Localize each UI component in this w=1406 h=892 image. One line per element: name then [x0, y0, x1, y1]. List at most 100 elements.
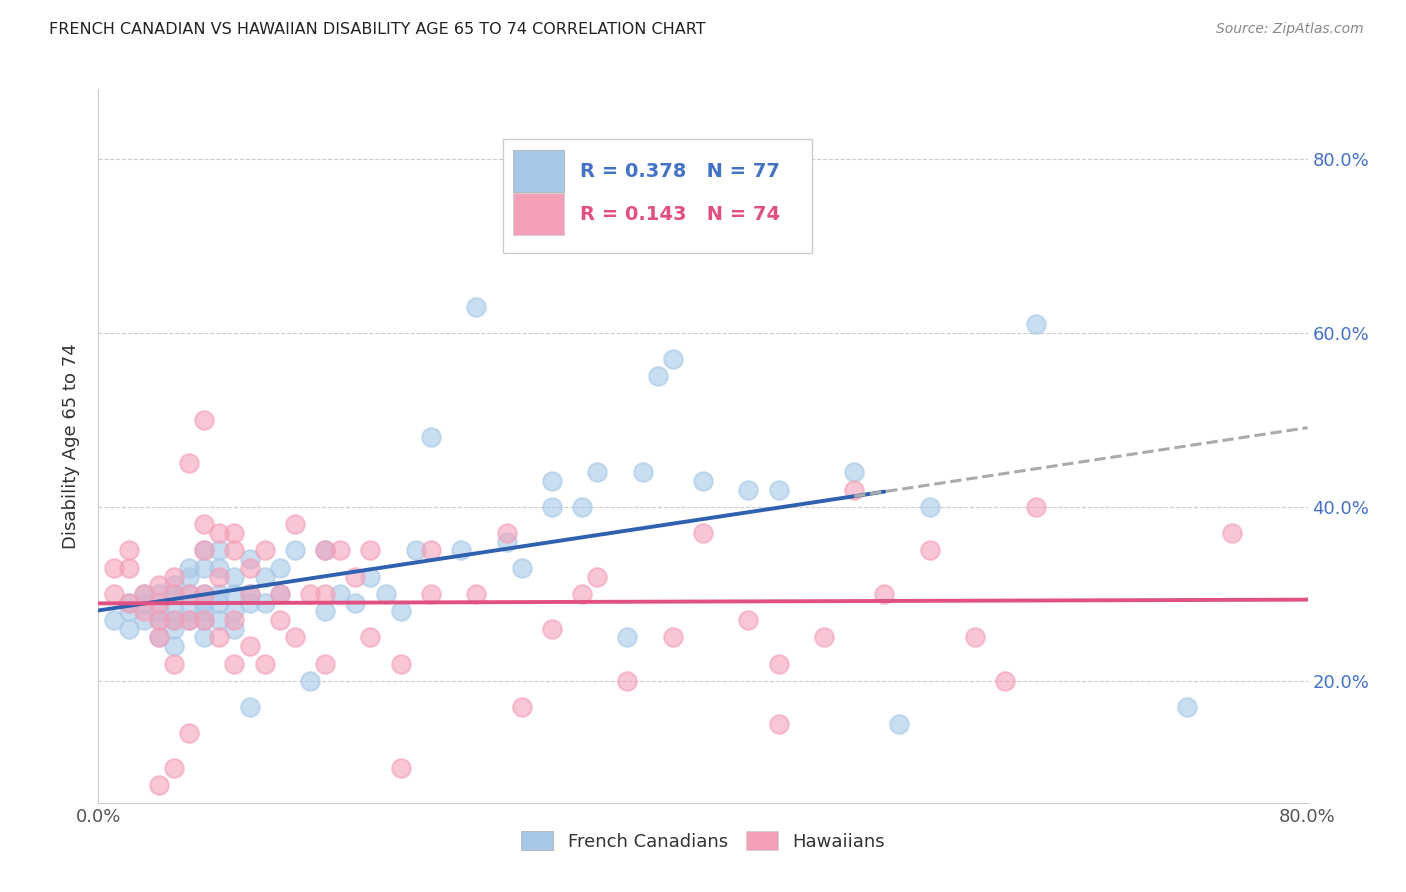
Point	[193, 587, 215, 601]
FancyBboxPatch shape	[503, 139, 811, 253]
Point	[284, 543, 307, 558]
Text: Source: ZipAtlas.com: Source: ZipAtlas.com	[1216, 22, 1364, 37]
Point	[193, 604, 215, 618]
Point	[918, 543, 941, 558]
Point	[179, 613, 201, 627]
Point	[148, 778, 170, 792]
Point	[224, 587, 246, 601]
Point	[132, 604, 155, 618]
Point	[314, 604, 336, 618]
Point	[269, 613, 291, 627]
Point	[148, 631, 170, 645]
Point	[269, 587, 291, 601]
Point	[269, 587, 291, 601]
Point	[148, 631, 170, 645]
Point	[1220, 526, 1243, 541]
Point	[179, 457, 201, 471]
Point	[179, 604, 201, 618]
Point	[208, 543, 231, 558]
Point	[103, 613, 125, 627]
Point	[374, 587, 396, 601]
Point	[239, 552, 262, 566]
Point	[253, 657, 276, 671]
Point	[314, 587, 336, 601]
Point	[163, 613, 186, 627]
Point	[118, 604, 141, 618]
Point	[239, 561, 262, 575]
Point	[647, 369, 669, 384]
Point	[163, 639, 186, 653]
Point	[239, 700, 262, 714]
Point	[179, 726, 201, 740]
Point	[163, 761, 186, 775]
Point	[284, 631, 307, 645]
Point	[193, 413, 215, 427]
Point	[148, 578, 170, 592]
Point	[586, 569, 609, 583]
Point	[495, 534, 517, 549]
Point	[844, 465, 866, 479]
Point	[344, 569, 367, 583]
Point	[661, 351, 683, 366]
Point	[253, 543, 276, 558]
Point	[224, 622, 246, 636]
Point	[737, 613, 759, 627]
Point	[450, 543, 472, 558]
Point	[329, 543, 352, 558]
Point	[284, 517, 307, 532]
Point	[103, 561, 125, 575]
Point	[889, 717, 911, 731]
Point	[224, 526, 246, 541]
Point	[163, 587, 186, 601]
Point	[193, 596, 215, 610]
Point	[329, 587, 352, 601]
Point	[586, 465, 609, 479]
Point	[299, 587, 322, 601]
Point	[692, 474, 714, 488]
Point	[918, 500, 941, 514]
Point	[510, 700, 533, 714]
Point	[1024, 317, 1046, 331]
Point	[465, 300, 488, 314]
Point	[193, 613, 215, 627]
Point	[208, 587, 231, 601]
Point	[994, 673, 1017, 688]
Point	[344, 596, 367, 610]
Point	[389, 604, 412, 618]
Point	[148, 587, 170, 601]
Point	[208, 613, 231, 627]
Point	[224, 604, 246, 618]
Point	[193, 631, 215, 645]
Point	[224, 569, 246, 583]
Point	[299, 673, 322, 688]
Point	[616, 673, 638, 688]
Point	[179, 561, 201, 575]
Point	[163, 613, 186, 627]
Point	[193, 561, 215, 575]
Point	[118, 543, 141, 558]
Point	[179, 587, 201, 601]
Point	[163, 657, 186, 671]
Point	[1024, 500, 1046, 514]
Point	[179, 569, 201, 583]
Point	[208, 596, 231, 610]
Point	[193, 543, 215, 558]
Point	[193, 517, 215, 532]
Point	[193, 613, 215, 627]
Point	[389, 657, 412, 671]
Text: FRENCH CANADIAN VS HAWAIIAN DISABILITY AGE 65 TO 74 CORRELATION CHART: FRENCH CANADIAN VS HAWAIIAN DISABILITY A…	[49, 22, 706, 37]
Point	[132, 587, 155, 601]
Point	[405, 543, 427, 558]
Point	[465, 587, 488, 601]
Point	[132, 587, 155, 601]
Point	[132, 613, 155, 627]
Point	[239, 587, 262, 601]
Point	[768, 657, 790, 671]
Point	[420, 543, 443, 558]
Point	[179, 613, 201, 627]
Point	[813, 631, 835, 645]
Point	[253, 569, 276, 583]
Point	[314, 543, 336, 558]
Legend: French Canadians, Hawaiians: French Canadians, Hawaiians	[513, 824, 893, 858]
Text: R = 0.378   N = 77: R = 0.378 N = 77	[579, 161, 779, 181]
